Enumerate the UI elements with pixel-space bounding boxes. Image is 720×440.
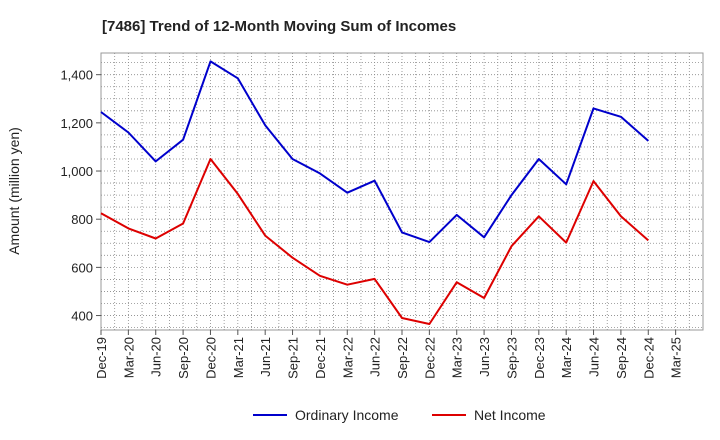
chart-title: [7486] Trend of 12-Month Moving Sum of I… <box>102 18 456 35</box>
x-tick-label: Sep-24 <box>614 337 629 379</box>
grid <box>101 53 703 330</box>
x-tick-label: Jun-20 <box>149 337 164 377</box>
x-tick-label: Dec-20 <box>203 337 218 379</box>
series-line-net-income <box>100 158 649 325</box>
y-tick-label: 1,200 <box>60 116 93 131</box>
y-axis-label: Amount (million yen) <box>6 127 22 255</box>
x-tick-label: Dec-23 <box>532 337 547 379</box>
x-tick-label: Sep-23 <box>504 337 519 379</box>
x-tick-label: Jun-24 <box>587 337 602 377</box>
y-tick-label: 400 <box>71 309 93 324</box>
series-group <box>100 60 649 325</box>
x-tick-label: Mar-22 <box>340 337 355 378</box>
x-tick-label: Sep-21 <box>286 337 301 379</box>
x-tick-label: Jun-21 <box>258 337 273 377</box>
x-tick-label: Mar-20 <box>121 337 136 378</box>
x-axis: Dec-19 Mar-20 Jun-20 Sep-20 Dec-20 Mar-21 Jun-… <box>94 330 684 379</box>
y-tick-label: 1,400 <box>60 68 93 83</box>
y-tick-label: 800 <box>71 212 93 227</box>
legend-label-net-income: Net Income <box>474 407 546 423</box>
legend: Ordinary Income Net Income <box>253 407 546 423</box>
x-tick-label: Dec-24 <box>641 337 656 379</box>
x-tick-label: Jun-23 <box>477 337 492 377</box>
y-tick-label: 1,000 <box>60 164 93 179</box>
x-tick-label: Mar-24 <box>559 337 574 378</box>
series-line-ordinary-income <box>100 60 649 244</box>
x-tick-label: Mar-21 <box>231 337 246 378</box>
x-tick-label: Jun-22 <box>368 337 383 377</box>
x-tick-label: Mar-23 <box>450 337 465 378</box>
y-tick-label: 600 <box>71 260 93 275</box>
x-tick-label: Sep-20 <box>176 337 191 379</box>
x-tick-label: Dec-19 <box>94 337 109 379</box>
y-axis: 400 600 800 1,000 1,200 1,400 <box>60 68 101 324</box>
x-tick-label: Mar-25 <box>669 337 684 378</box>
x-tick-label: Sep-22 <box>395 337 410 379</box>
x-tick-label: Dec-22 <box>422 337 437 379</box>
x-tick-label: Dec-21 <box>313 337 328 379</box>
legend-label-ordinary-income: Ordinary Income <box>295 407 399 423</box>
